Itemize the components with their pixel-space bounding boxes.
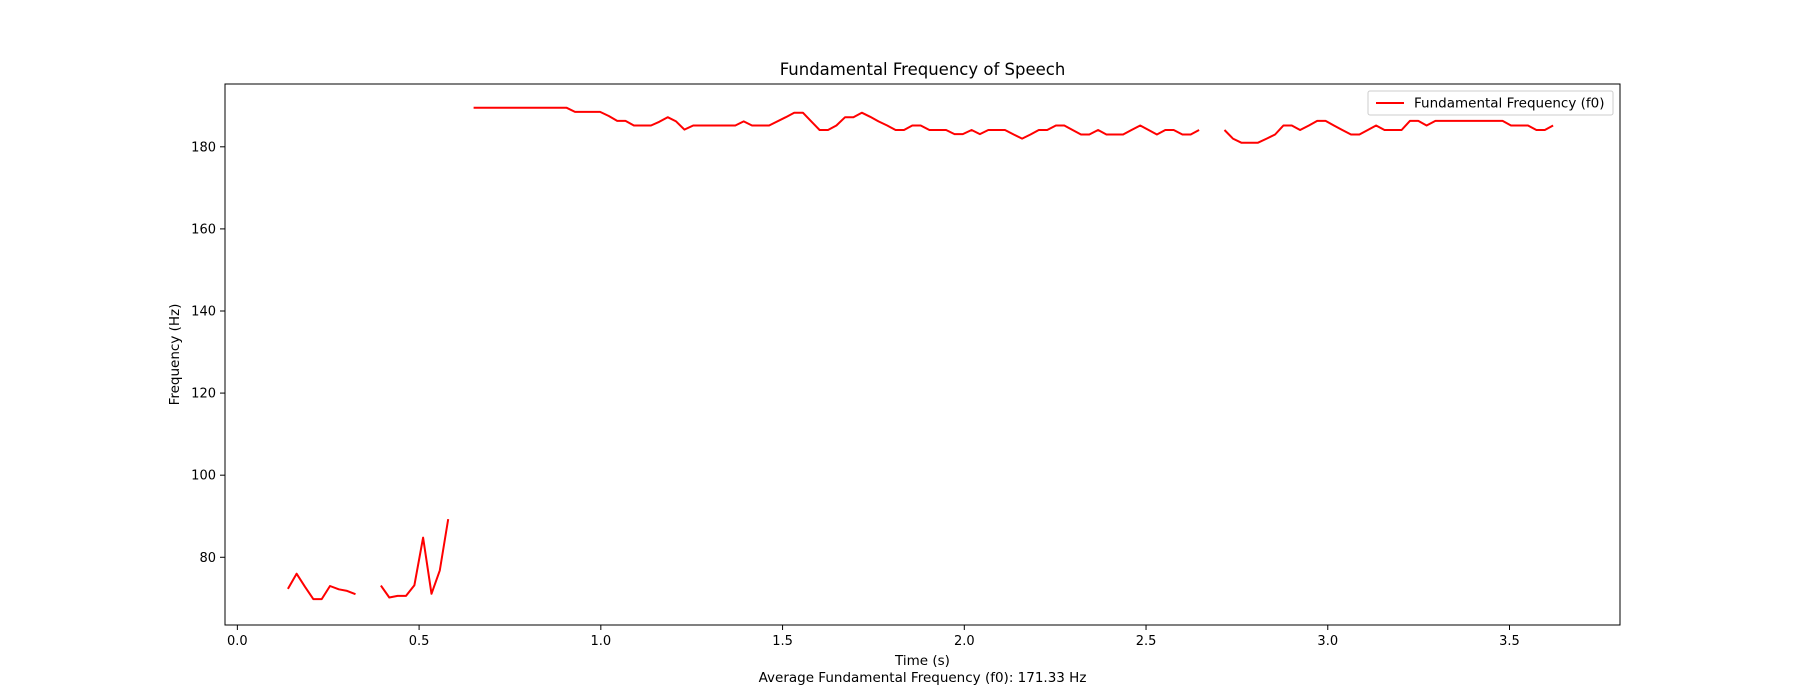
f0-line-segment-2: [380, 518, 450, 599]
y-tick-label: 120: [191, 387, 216, 402]
y-tick-label: 140: [191, 304, 216, 319]
y-tick-label: 80: [199, 551, 216, 566]
y-tick-label: 160: [191, 222, 216, 237]
f0-line-segment-3: [473, 106, 1200, 140]
y-axis-ticks: 80 100 120 140 160 180: [191, 140, 225, 566]
x-tick-label: 1.0: [590, 634, 611, 649]
chart-title: Fundamental Frequency of Speech: [780, 60, 1066, 79]
legend: Fundamental Frequency (f0): [1367, 90, 1614, 116]
legend-box: [1367, 90, 1614, 116]
x-tick-label: 3.0: [1317, 634, 1338, 649]
series-layer: [287, 106, 1554, 601]
average-caption: Average Fundamental Frequency (f0): 171.…: [759, 670, 1087, 686]
y-tick-label: 100: [191, 469, 216, 484]
plot-frame: [224, 83, 1621, 626]
f0-line-segment-4: [1223, 119, 1554, 144]
x-tick-label: 0.5: [409, 634, 430, 649]
f0-line-segment-1: [287, 572, 356, 601]
x-axis-ticks: 0.0 0.5 1.0 1.5 2.0 2.5 3.0 3.5: [227, 625, 1520, 649]
x-tick-label: 3.5: [1499, 634, 1520, 649]
x-tick-label: 1.5: [772, 634, 793, 649]
y-axis-label: Frequency (Hz): [167, 304, 183, 406]
x-tick-label: 2.0: [954, 634, 975, 649]
x-tick-label: 2.5: [1136, 634, 1157, 649]
legend-label: Fundamental Frequency (f0): [1414, 96, 1605, 112]
x-tick-label: 0.0: [227, 634, 248, 649]
x-axis-label: Time (s): [894, 653, 950, 669]
y-tick-label: 180: [191, 140, 216, 155]
